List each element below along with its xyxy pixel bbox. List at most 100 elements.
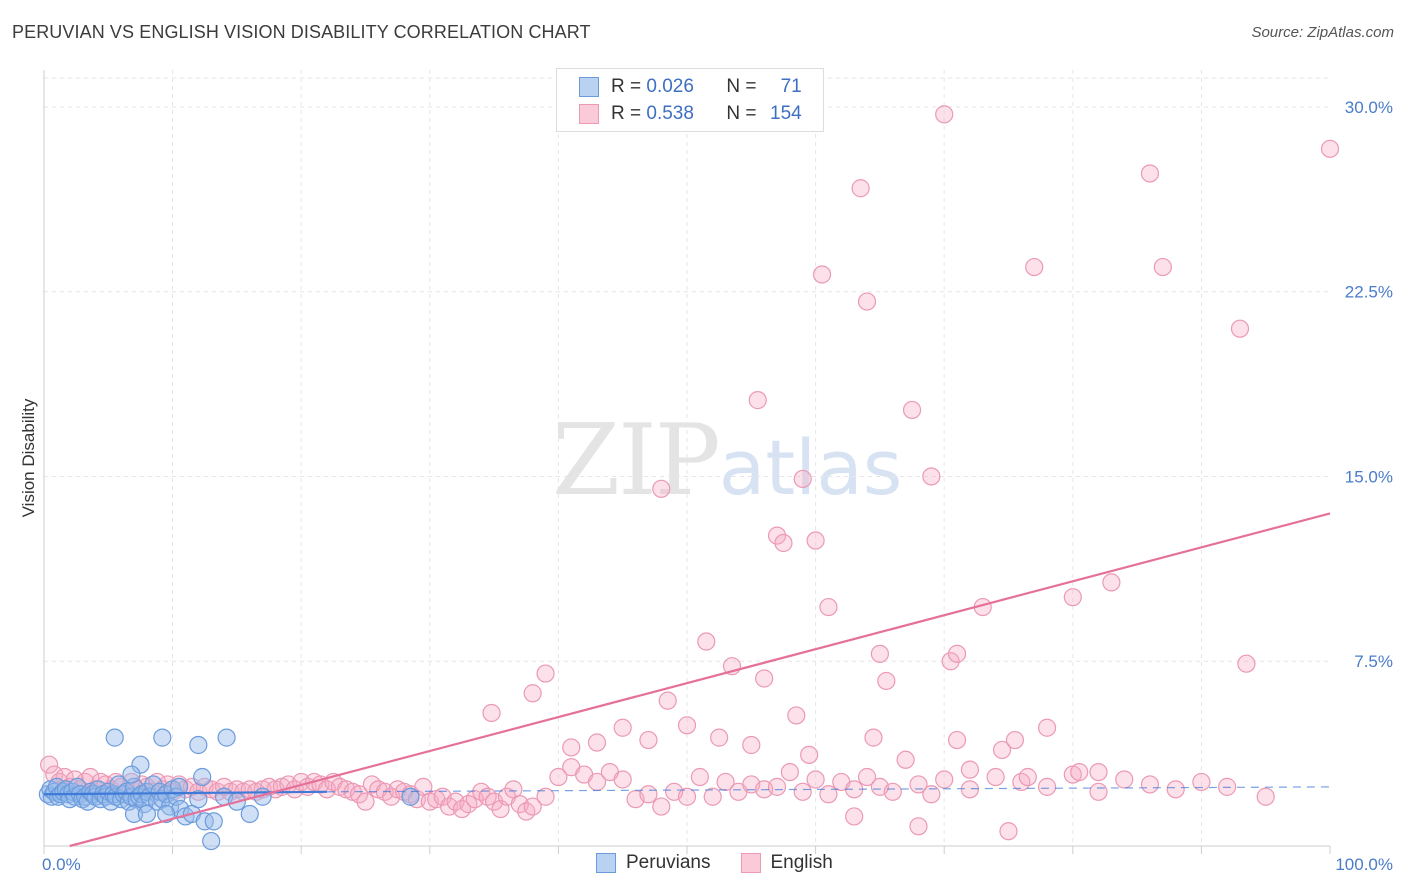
data-point-english	[1230, 319, 1250, 338]
data-point-english	[883, 782, 902, 801]
data-point-peruvians	[157, 804, 176, 824]
y-tick-label: 30.0%	[1345, 98, 1393, 117]
data-point-english	[639, 730, 658, 750]
data-point-english	[523, 684, 542, 703]
data-point-peruvians	[153, 728, 172, 747]
data-point-english	[652, 797, 671, 816]
y-tick-label: 15.0%	[1345, 467, 1393, 486]
legend-swatch-english	[579, 104, 599, 124]
data-point-english	[1063, 588, 1082, 607]
data-point-english	[1005, 730, 1025, 750]
data-point-english	[1237, 654, 1256, 673]
data-point-english	[710, 728, 729, 747]
data-point-english	[986, 767, 1005, 787]
data-point-english	[690, 767, 709, 787]
data-point-english	[870, 644, 890, 663]
data-point-english	[935, 105, 954, 124]
data-point-english	[716, 772, 735, 792]
legend-n-label: N =	[726, 103, 762, 124]
data-point-english	[1070, 762, 1089, 782]
data-point-english	[922, 467, 941, 486]
legend-swatch-peruvians	[596, 853, 616, 873]
data-point-english	[536, 664, 555, 683]
data-point-english	[896, 750, 915, 769]
data-point-english	[748, 391, 767, 410]
data-point-english	[1166, 780, 1185, 799]
legend-swatch-peruvians	[579, 77, 599, 97]
legend-item-english[interactable]: English	[740, 852, 833, 874]
legend-row-english: R = 0.538 N = 154	[579, 102, 802, 126]
trend-line-english	[69, 512, 1331, 848]
data-point-english	[523, 797, 542, 816]
data-point-english	[677, 787, 697, 806]
data-point-english	[1089, 762, 1108, 782]
data-point-english	[349, 785, 369, 804]
data-point-english	[845, 807, 864, 826]
legend-n-label: N =	[726, 76, 762, 97]
legend-n-value: 154	[770, 103, 802, 124]
data-point-peruvians	[217, 728, 236, 747]
watermark-atlas: atlas	[718, 423, 903, 512]
y-tick-label: 22.5%	[1345, 283, 1393, 302]
data-point-english	[857, 767, 877, 787]
axes	[43, 70, 1331, 854]
data-point-english	[658, 691, 677, 710]
data-point-english	[1037, 777, 1057, 796]
legend-row-peruvians: R = 0.026 N = 71	[579, 75, 802, 99]
legend-r-value: 0.538	[646, 103, 694, 124]
y-axis-label: Vision Disability	[19, 398, 38, 517]
data-point-english	[999, 822, 1018, 841]
data-point-english	[677, 716, 697, 735]
data-point-english	[960, 780, 980, 799]
data-point-english	[935, 770, 954, 789]
data-point-english	[806, 770, 825, 789]
data-point-english	[806, 531, 825, 550]
data-point-peruvians	[189, 790, 208, 809]
data-point-english	[356, 792, 375, 811]
data-point-english	[857, 292, 877, 311]
data-point-english	[1102, 573, 1121, 592]
data-point-english	[1256, 787, 1275, 806]
data-points	[38, 105, 1340, 851]
data-point-english	[1018, 767, 1037, 787]
legend-n-value: 71	[780, 76, 802, 97]
data-point-english	[767, 526, 787, 545]
data-point-peruvians	[169, 777, 189, 796]
data-point-peruvians	[202, 831, 221, 851]
data-point-english	[851, 179, 870, 198]
axis-labels: 7.5% 15.0% 22.5% 30.0% 0.0% 100.0% Vision Disa…	[19, 98, 1393, 874]
data-point-peruvians	[401, 787, 420, 806]
correlation-legend: R = 0.026 N = 71 R = 0.538 N = 154	[556, 68, 824, 132]
data-point-english	[819, 597, 838, 617]
data-point-peruvians	[124, 804, 144, 824]
series-legend: Peruvians English	[596, 852, 863, 874]
legend-item-peruvians[interactable]: Peruvians	[596, 852, 711, 874]
data-point-english	[864, 728, 883, 747]
data-point-english	[1115, 770, 1134, 789]
legend-label-peruvians: Peruvians	[626, 852, 711, 873]
data-point-peruvians	[189, 735, 208, 755]
data-point-english	[1025, 257, 1044, 277]
data-point-english	[755, 669, 774, 688]
data-point-english	[902, 400, 922, 420]
data-point-peruvians	[131, 755, 150, 774]
data-point-english	[1037, 718, 1057, 737]
data-point-english	[549, 767, 568, 787]
data-point-english	[697, 632, 716, 651]
trend-lines	[43, 512, 1331, 848]
data-point-english	[587, 733, 607, 752]
legend-r-label: R =	[611, 76, 647, 97]
data-point-english	[780, 762, 799, 782]
data-point-peruvians	[137, 804, 156, 824]
data-point-english	[613, 770, 632, 789]
legend-r-value: 0.026	[646, 76, 694, 97]
data-point-english	[1140, 775, 1160, 794]
data-point-english	[536, 787, 555, 806]
data-point-english	[742, 735, 761, 755]
legend-r-label: R =	[611, 103, 647, 124]
data-point-english	[877, 671, 896, 691]
data-point-peruvians	[193, 767, 212, 787]
y-tick-label: 7.5%	[1354, 652, 1393, 671]
data-point-english	[922, 785, 941, 804]
data-point-english	[1140, 164, 1160, 183]
